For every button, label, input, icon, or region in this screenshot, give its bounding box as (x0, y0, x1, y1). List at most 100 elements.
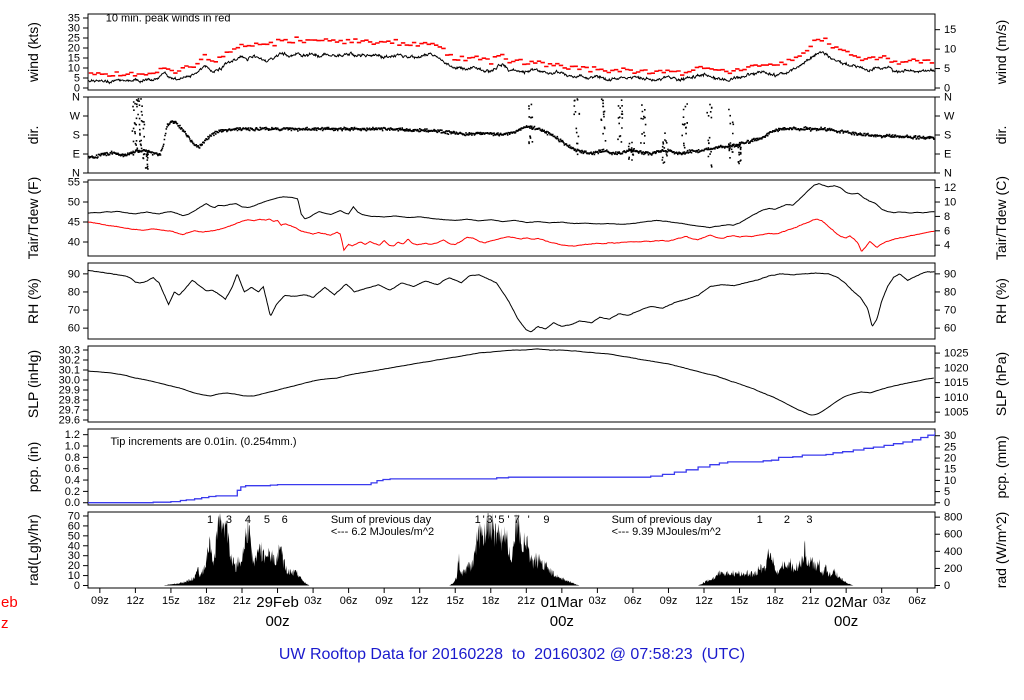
wind-ytick-left: 30 (68, 23, 80, 35)
rad-hour-label: 1 (207, 514, 213, 526)
pcp-right-axis-title: pcp. (mm) (993, 436, 1009, 499)
rad-ytick-left: 20 (68, 560, 80, 572)
pcp-ytick-left: 1.0 (65, 441, 80, 453)
x-tick-label: 15z (162, 595, 180, 607)
pcp-ytick-left: 0.6 (65, 463, 80, 475)
rad-hour-label: 7 (514, 514, 520, 526)
dir-ytick-right: W (944, 111, 955, 123)
rh-ytick-right: 70 (944, 305, 956, 317)
pcp-annotation: Tip increments are 0.01in. (0.254mm.) (111, 436, 297, 448)
rad-right-axis-title: rad (W/m^2) (993, 512, 1009, 589)
slp-ytick-right: 1005 (944, 407, 968, 419)
tair_tdew-ytick-left: 55 (68, 177, 80, 189)
x-date-label: 02Mar (825, 594, 868, 611)
rad-hour-label: 9 (543, 514, 549, 526)
tair_tdew-ytick-left: 45 (68, 217, 80, 229)
wind-right-axis-title: wind (m/s) (993, 20, 1009, 86)
rad-hour-label: 4 (245, 514, 251, 526)
slp-left-axis-title: SLP (inHg) (25, 350, 41, 418)
x-tick-label: 06z (908, 595, 926, 607)
x-tick-label: 12z (411, 595, 429, 607)
x-tick-label: 03z (304, 595, 322, 607)
pcp-ytick-left: 0.8 (65, 452, 80, 464)
pcp-ytick-right: 20 (944, 453, 956, 465)
panel-rad: 0102030405060700200400600800rad(Lgly/hr)… (25, 510, 1009, 592)
dir-ytick-right: S (944, 130, 951, 142)
rad-ytick-left: 40 (68, 540, 80, 552)
x-tick-label: 18z (198, 595, 216, 607)
pcp-ytick-right: 0 (944, 497, 950, 509)
x-tick-label: 09z (660, 595, 678, 607)
slp-series-slp_inhg (88, 348, 934, 416)
panel-rh: 60 70 80 90 60 70 80 90 RH (%) RH (%) (25, 262, 1009, 340)
x-tick-label: 12z (127, 595, 145, 607)
rad-hour-label: 5 (498, 514, 504, 526)
x-tick-label: 18z (766, 595, 784, 607)
wind-left-axis-title: wind (kts) (25, 22, 41, 83)
pcp-ytick-right: 30 (944, 430, 956, 442)
slp-ytick-left: 30.2 (59, 355, 80, 367)
rad-hour-label: ' (507, 514, 509, 526)
slp-ytick-right: 1015 (944, 377, 968, 389)
x-tick-label: 18z (482, 595, 500, 607)
rad-hour-label: ' (494, 514, 496, 526)
rh-ytick-left: 60 (68, 323, 80, 335)
rad-annotation: <--- 6.2 MJoules/m^2 (331, 526, 434, 538)
slp-ytick-left: 30.3 (59, 345, 80, 357)
rh-series-rh_pct (88, 269, 935, 333)
rad-ytick-right: 0 (944, 580, 950, 592)
wind-ytick-left: 5 (74, 73, 80, 85)
rad-ytick-right: 800 (944, 512, 962, 524)
rad-annotation: <--- 9.39 MJoules/m^2 (612, 526, 721, 538)
slp-ytick-left: 29.9 (59, 385, 80, 397)
rh-left-axis-title: RH (%) (25, 278, 41, 324)
x-tick-label: 12z (695, 595, 713, 607)
tair_tdew-ytick-right: 8 (944, 211, 950, 223)
rad-series-solar_rad (88, 513, 935, 586)
tair_tdew-right-axis-title: Tair/Tdew (C) (993, 176, 1009, 260)
slp-right-axis-title: SLP (hPa) (993, 352, 1009, 416)
dir-right-axis-title: dir. (993, 126, 1009, 145)
slp-ytick-left: 30.1 (59, 365, 80, 377)
dir-ytick-left: W (70, 111, 81, 123)
wind-ytick-left: 20 (68, 43, 80, 55)
dir-ytick-left: S (73, 130, 80, 142)
tair_tdew-ytick-left: 40 (68, 237, 80, 249)
x-tick-label: 06z (624, 595, 642, 607)
dir-ytick-left: N (72, 168, 80, 180)
panel-slp: 29.629.729.829.930.030.130.230.3 1005 1010… (25, 345, 1009, 427)
wind-ytick-left: 25 (68, 33, 80, 45)
rad-left-axis-title: rad(Lgly/hr) (25, 514, 41, 586)
pcp-ytick-right: 15 (944, 464, 956, 476)
tair_tdew-left-axis-title: Tair/Tdew (F) (25, 177, 41, 259)
rh-ytick-left: 70 (68, 305, 80, 317)
rad-panel-border (87, 511, 936, 589)
clipped-prev-date-label: eb z (1, 592, 18, 634)
slp-ytick-left: 29.8 (59, 395, 80, 407)
tair_tdew-series-tair_f (88, 183, 935, 229)
wind-ytick-left: 15 (68, 53, 80, 65)
slp-ytick-left: 30.0 (59, 375, 80, 387)
x-tick-label: 06z (340, 595, 358, 607)
slp-panel-border (87, 345, 936, 423)
x-tick-label: 21z (802, 595, 820, 607)
slp-ytick-left: 29.6 (59, 415, 80, 427)
rad-hour-label: ' (483, 514, 485, 526)
x-tick-label: 21z (517, 595, 535, 607)
rad-hour-label: 5 (264, 514, 270, 526)
tair_tdew-series-tdew_f (88, 218, 935, 252)
x-tick-label: 21z (233, 595, 251, 607)
slp-ytick-right: 1025 (944, 348, 968, 360)
wind-panel-border (87, 13, 936, 91)
rad-ytick-left: 30 (68, 550, 80, 562)
rh-ytick-left: 80 (68, 286, 80, 298)
rad-ytick-left: 70 (68, 510, 80, 522)
wind-ytick-right: 0 (944, 83, 950, 95)
rad-ytick-left: 10 (68, 570, 80, 582)
pcp-ytick-right: 25 (944, 441, 956, 453)
x-tick-label: 09z (375, 595, 393, 607)
dir-ytick-right: N (944, 92, 952, 104)
wind-series-wind_peak_kts (88, 36, 935, 77)
